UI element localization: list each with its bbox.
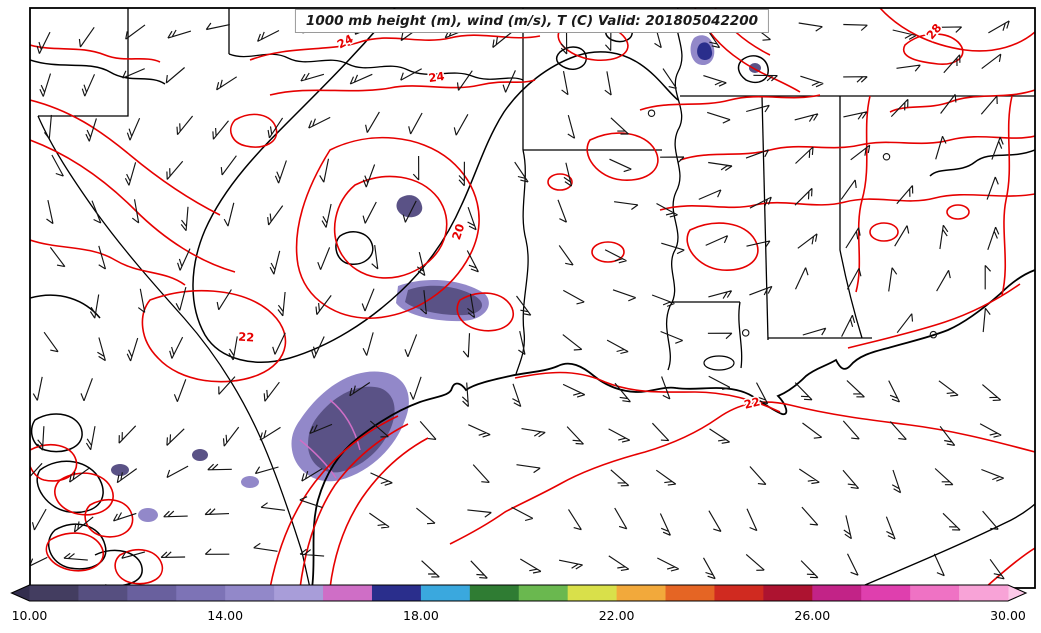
- temperature-fill-shading: [111, 35, 761, 522]
- temperature-contours: [30, 8, 1035, 588]
- colorbar-segment: [323, 585, 373, 601]
- colorbar-tick-label: 18.00: [403, 608, 439, 623]
- wind-barbs: [30, 20, 1010, 580]
- colorbar-segment: [29, 585, 79, 601]
- colorbar-segment: [420, 585, 471, 601]
- colorbar-outline: [10, 584, 1028, 602]
- colorbar-tick-label: 10.00: [12, 608, 48, 623]
- title-box: 1000 mb height (m), wind (m/s), T (C) Va…: [294, 9, 770, 33]
- colorbar-tick-label: 30.00: [990, 608, 1026, 623]
- colorbar-segment: [518, 585, 569, 601]
- plot-frame: [29, 7, 1036, 589]
- colorbar-segment: [910, 585, 960, 601]
- colorbar-segment: [371, 585, 422, 601]
- colorbar-under-arrow: [11, 585, 30, 601]
- colorbar-tick-labels: 10.00 14.00 18.00 22.00 26.00 30.00: [12, 608, 1026, 623]
- colorbar-segment: [714, 585, 764, 601]
- colorbar-segment: [665, 585, 715, 601]
- colorbar-segment: [78, 585, 128, 601]
- contour-label: 22: [743, 394, 762, 411]
- colorbar-segment: [469, 585, 520, 601]
- state-borders: [37, 8, 1035, 588]
- coastline: [311, 269, 1035, 588]
- colorbar-segment: [567, 585, 618, 601]
- colorbar-tick-label: 26.00: [794, 608, 830, 623]
- colorbar-segment: [274, 585, 324, 601]
- contour-label: 22: [238, 329, 255, 344]
- colorbar-segment: [616, 585, 667, 601]
- colorbar: [10, 584, 1028, 602]
- colorbar-tick-label: 22.00: [599, 608, 635, 623]
- colorbar-segment: [127, 585, 177, 601]
- contour-label: 24: [335, 32, 356, 52]
- page-title: 1000 mb height (m), wind (m/s), T (C) Va…: [305, 13, 759, 29]
- height-contours: [30, 8, 1035, 587]
- colorbar-segment: [959, 585, 1009, 601]
- rio-grande-border: [37, 115, 311, 588]
- colorbar-segment: [176, 585, 226, 601]
- colorbar-segment: [225, 585, 275, 601]
- colorbar-tick-label: 14.00: [207, 608, 243, 623]
- colorbar-segment: [763, 585, 813, 601]
- colorbar-segment: [861, 585, 911, 601]
- contour-label: 20: [449, 222, 467, 242]
- contour-labels: 24 24 20 22 22 28: [236, 19, 946, 413]
- contour-label: 24: [428, 69, 446, 85]
- contour-label: 28: [923, 21, 944, 42]
- colorbar-over-arrow: [1008, 585, 1026, 601]
- colorbar-segment: [812, 585, 862, 601]
